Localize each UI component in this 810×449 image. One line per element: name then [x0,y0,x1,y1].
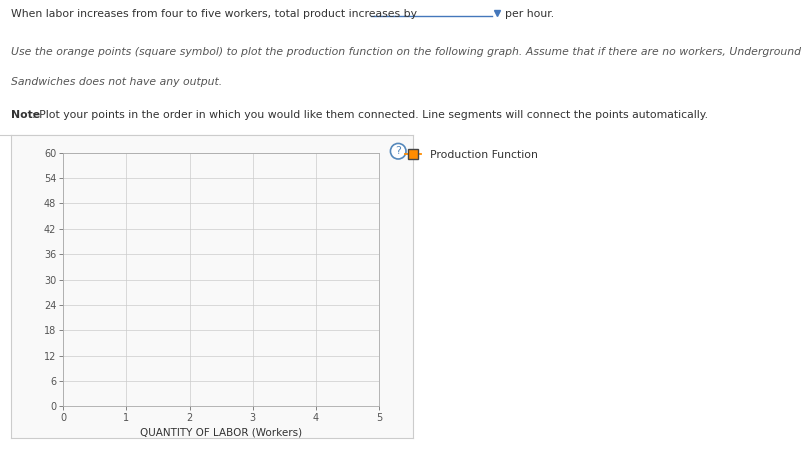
Text: When labor increases from four to five workers, total product increases by: When labor increases from four to five w… [11,9,416,19]
X-axis label: QUANTITY OF LABOR (Workers): QUANTITY OF LABOR (Workers) [140,427,302,437]
Text: Note: Note [11,110,40,120]
Text: Sandwiches does not have any output.: Sandwiches does not have any output. [11,77,222,87]
Text: : Plot your points in the order in which you would like them connected. Line seg: : Plot your points in the order in which… [32,110,709,120]
Legend: Production Function: Production Function [400,145,542,165]
Text: per hour.: per hour. [505,9,554,19]
Text: Use the orange points (square symbol) to plot the production function on the fol: Use the orange points (square symbol) to… [11,47,800,57]
Text: ?: ? [395,146,401,156]
